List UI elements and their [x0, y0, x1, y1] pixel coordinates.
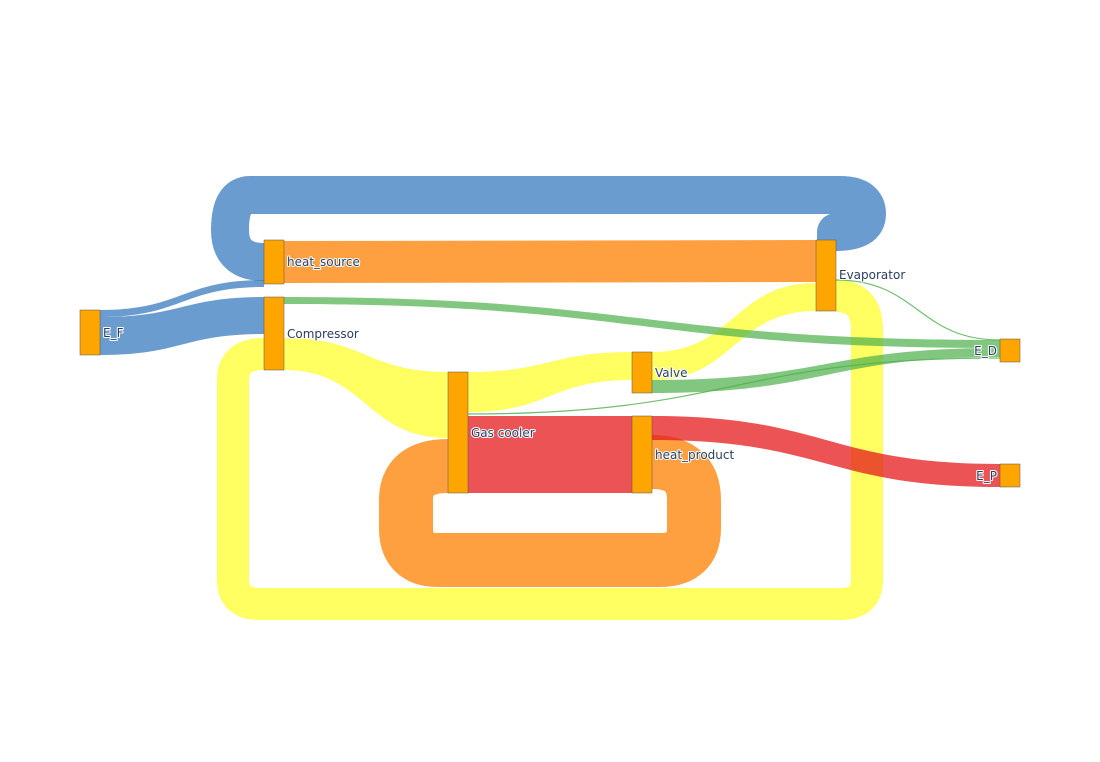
- label-compressor: Compressor: [287, 327, 359, 341]
- label-e-p: E_P: [976, 469, 997, 483]
- label-heat-source: heat_source: [287, 255, 360, 269]
- link-gascooler-valve[interactable]: [468, 352, 632, 412]
- link-heatsource-evaporator[interactable]: [284, 240, 816, 283]
- links-layer: [100, 176, 1001, 620]
- labels-layer: E_F heat_source Compressor Gas cooler Va…: [102, 254, 998, 484]
- link-compressor-gascooler[interactable]: [284, 338, 448, 438]
- label-e-f: E_F: [103, 326, 124, 340]
- node-compressor[interactable]: [263, 296, 285, 371]
- nodes-layer: [79, 239, 1021, 494]
- link-heatproduct-gascooler[interactable]: [379, 435, 721, 587]
- link-ef-heatsource[interactable]: [100, 280, 264, 317]
- link-ef-compressor[interactable]: [100, 297, 264, 355]
- link-gascooler-heatproduct[interactable]: [468, 416, 632, 493]
- label-evaporator: Evaporator: [839, 268, 905, 282]
- node-e-f[interactable]: [79, 309, 101, 356]
- link-gascooler-ed[interactable]: [467, 357, 1001, 415]
- label-valve: Valve: [655, 366, 687, 380]
- link-compressor-ed[interactable]: [284, 297, 1000, 348]
- node-e-d[interactable]: [999, 338, 1021, 363]
- link-evaporator-ed[interactable]: [835, 279, 1001, 341]
- node-gas-cooler[interactable]: [447, 371, 469, 494]
- link-heatproduct-ep[interactable]: [652, 416, 1000, 487]
- link-evaporator-compressor[interactable]: [217, 280, 883, 620]
- node-heat-source[interactable]: [263, 239, 285, 285]
- node-evaporator[interactable]: [815, 239, 837, 312]
- node-heat-product[interactable]: [631, 415, 653, 494]
- node-valve[interactable]: [631, 351, 653, 394]
- label-gas-cooler: Gas cooler: [471, 426, 535, 440]
- label-e-d: E_D: [974, 344, 997, 358]
- link-evaporator-heatsource[interactable]: [211, 176, 886, 281]
- link-valve-ed[interactable]: [652, 348, 1000, 393]
- label-heat-product: heat_product: [655, 448, 734, 462]
- node-e-p[interactable]: [999, 463, 1021, 488]
